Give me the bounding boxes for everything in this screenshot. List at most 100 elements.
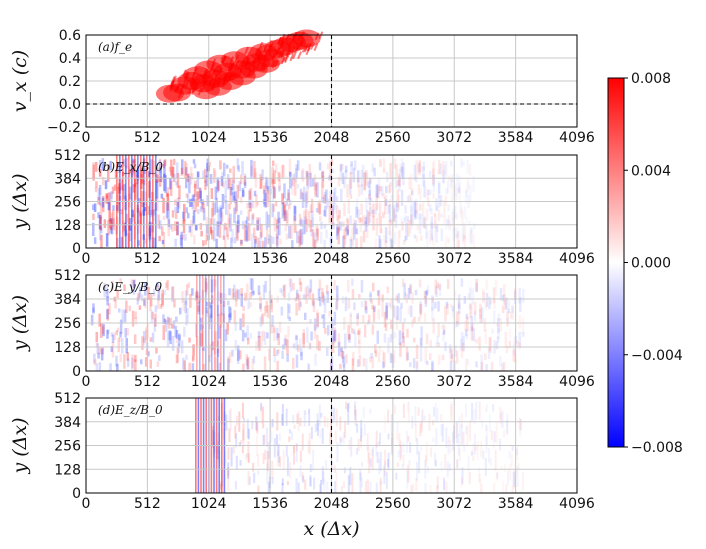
data-streak bbox=[229, 56, 235, 64]
colorbar-tick-label: 0.008 bbox=[631, 71, 671, 87]
data-streak bbox=[210, 82, 216, 91]
data-streak bbox=[204, 77, 210, 85]
data-streak bbox=[216, 77, 222, 86]
data-streak bbox=[292, 51, 297, 60]
x-tick-label: 1536 bbox=[252, 251, 288, 267]
x-tick-label: 512 bbox=[134, 496, 161, 512]
data-streak bbox=[237, 62, 242, 71]
axes-layer: 0 512 1024 1536 2048 2560 3072 3584 4096−0.20.00… bbox=[9, 28, 595, 540]
data-streak bbox=[168, 82, 174, 90]
x-tick-label: 0 bbox=[82, 374, 91, 390]
y-tick-label: 0.0 bbox=[59, 97, 81, 113]
data-streak bbox=[195, 78, 201, 87]
data-streak bbox=[299, 36, 305, 45]
data-streak bbox=[211, 68, 216, 77]
colorbar-tick-label: −0.004 bbox=[631, 348, 683, 364]
data-streak bbox=[287, 41, 293, 49]
y-tick-label: 128 bbox=[54, 462, 81, 478]
data-streak bbox=[197, 87, 203, 96]
data-streak bbox=[268, 47, 274, 56]
data-streak bbox=[262, 53, 268, 62]
data-streak bbox=[245, 51, 251, 60]
data-streak bbox=[275, 47, 281, 55]
data-streak bbox=[257, 50, 263, 59]
x-tick-label: 512 bbox=[134, 374, 161, 390]
plot-frame bbox=[85, 34, 578, 128]
data-streak bbox=[267, 40, 273, 48]
data-streak bbox=[280, 49, 286, 58]
x-tick-label: 512 bbox=[134, 130, 161, 146]
x-tick-label: 1024 bbox=[191, 496, 227, 512]
heatmap-texture-layer bbox=[90, 155, 525, 493]
data-streak bbox=[212, 73, 218, 82]
data-streak bbox=[246, 62, 252, 71]
data-streak bbox=[222, 71, 228, 80]
data-streak bbox=[183, 73, 189, 82]
data-streak bbox=[187, 86, 193, 95]
data-streak bbox=[190, 72, 196, 80]
x-tick-label: 3584 bbox=[498, 251, 534, 267]
data-streak bbox=[273, 59, 279, 68]
y-axis-label: y (Δx) bbox=[9, 295, 31, 352]
data-streak bbox=[228, 64, 234, 72]
data-streak bbox=[295, 43, 301, 51]
data-streak bbox=[267, 44, 273, 53]
x-tick-label: 1024 bbox=[191, 130, 227, 146]
data-streak bbox=[255, 62, 261, 71]
data-streak bbox=[262, 63, 268, 72]
panel-label: (d)E_z/B_0 bbox=[98, 403, 163, 417]
data-streak bbox=[313, 43, 319, 51]
x-tick-label: 4096 bbox=[559, 130, 595, 146]
x-tick-label: 2560 bbox=[375, 374, 411, 390]
data-streak bbox=[301, 45, 307, 53]
y-tick-label: −0.2 bbox=[47, 120, 81, 136]
y-tick-label: 0 bbox=[72, 241, 81, 257]
y-tick-label: 512 bbox=[54, 391, 81, 407]
data-streak bbox=[203, 68, 209, 77]
x-tick-label: 2560 bbox=[375, 130, 411, 146]
x-tick-label: 4096 bbox=[559, 496, 595, 512]
data-streak bbox=[259, 44, 265, 53]
heatmap-field-3 bbox=[195, 398, 524, 493]
x-tick-label: 2048 bbox=[314, 251, 350, 267]
data-streak bbox=[175, 83, 181, 92]
x-tick-label: 0 bbox=[82, 130, 91, 146]
data-streak bbox=[251, 58, 257, 67]
data-streak bbox=[171, 75, 177, 84]
data-streak bbox=[262, 44, 268, 53]
y-tick-label: 384 bbox=[54, 415, 81, 431]
panel-label: (a)f_e bbox=[98, 40, 132, 54]
data-streak bbox=[277, 50, 283, 58]
data-streak bbox=[254, 47, 260, 56]
y-axis-label: v_x (c) bbox=[9, 50, 31, 112]
x-tick-label: 1536 bbox=[252, 496, 288, 512]
data-streak bbox=[304, 43, 310, 51]
y-tick-label: 256 bbox=[54, 439, 81, 455]
data-streak bbox=[234, 59, 240, 68]
panel-label: (b)E_x/B_0 bbox=[98, 160, 163, 174]
data-streak bbox=[307, 43, 313, 51]
data-streak bbox=[289, 53, 295, 62]
data-streak bbox=[179, 84, 185, 93]
data-streak bbox=[184, 79, 190, 87]
x-tick-label: 2560 bbox=[375, 496, 411, 512]
y-tick-label: 128 bbox=[54, 218, 81, 234]
data-streak bbox=[210, 62, 216, 71]
data-streak bbox=[285, 47, 291, 56]
x-tick-label: 2048 bbox=[314, 374, 350, 390]
data-streak bbox=[290, 45, 296, 54]
x-tick-label: 3072 bbox=[436, 374, 472, 390]
y-tick-label: 512 bbox=[54, 268, 81, 284]
y-axis-label: y (Δx) bbox=[9, 417, 31, 474]
x-tick-label: 512 bbox=[134, 251, 161, 267]
panel-3: 0 512 1024 1536 2048 2560 3072 3584 4096 0 128 256 3… bbox=[9, 391, 595, 540]
distribution-fe bbox=[155, 29, 324, 103]
data-streak bbox=[211, 58, 217, 67]
data-streak bbox=[169, 84, 175, 92]
y-tick-label: 256 bbox=[54, 316, 81, 332]
data-streak bbox=[181, 69, 187, 78]
data-streak bbox=[280, 56, 286, 65]
x-tick-label: 4096 bbox=[559, 251, 595, 267]
y-tick-label: 128 bbox=[54, 340, 81, 356]
